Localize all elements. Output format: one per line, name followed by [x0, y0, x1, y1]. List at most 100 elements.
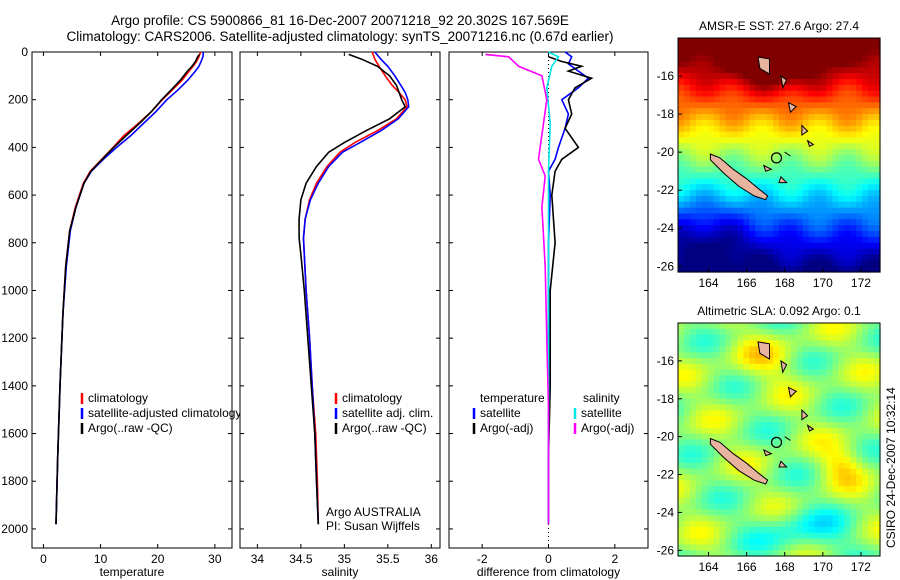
sst-field-cell [826, 160, 834, 168]
sst-field-cell [790, 160, 798, 168]
sst-field-cell [784, 155, 792, 162]
sst-field-cell [683, 78, 691, 86]
sst-field-cell [678, 119, 685, 127]
sla-field-cell [820, 352, 828, 359]
sla-field-cell [796, 509, 804, 516]
sla-field-cell [779, 445, 786, 452]
sla-field-cell [701, 503, 709, 510]
sla-field-cell [701, 375, 709, 382]
sla-field-cell [689, 422, 697, 429]
sst-field-cell [874, 143, 881, 150]
sst-field-cell [820, 90, 828, 98]
sst-field-cell [820, 102, 828, 109]
sst-field-cell [689, 131, 697, 139]
sla-field-cell [761, 410, 768, 417]
sla-field-cell [719, 515, 727, 522]
sla-field-cell [773, 381, 780, 388]
sla-field-cell [838, 410, 845, 417]
sla-field-cell [790, 375, 798, 382]
sst-field-cell [832, 236, 840, 244]
sst-field-cell [779, 108, 786, 115]
sst-field-cell [725, 143, 733, 150]
sla-field-cell [796, 375, 804, 382]
sst-field-cell [701, 61, 709, 68]
sla-field-cell [838, 340, 845, 347]
sla-field-cell [808, 363, 816, 371]
sla-field-cell [832, 433, 840, 441]
sla-field-cell [808, 445, 816, 452]
sst-field-cell [874, 73, 881, 80]
sst-field-cell [725, 248, 733, 256]
sst-field-cell [707, 201, 715, 209]
sst-field-cell [678, 190, 685, 197]
sst-field-cell [755, 102, 762, 109]
sla-field-cell [808, 404, 816, 411]
sst-field-cell [850, 96, 857, 103]
sla-field-cell [767, 340, 774, 347]
sst-field-cell [796, 172, 804, 179]
sla-field-cell [784, 486, 792, 493]
sst-field-cell [719, 78, 727, 86]
sst-field-cell [695, 213, 703, 220]
sla-field-cell [826, 427, 834, 435]
sst-field-cell [725, 254, 733, 261]
sst-field-cell [689, 155, 697, 162]
sst-field-cell [850, 248, 857, 256]
sla-field-cell [856, 439, 863, 446]
sst-map-ytick-label: -26 [657, 259, 675, 273]
sla-field-cell [689, 427, 697, 435]
sla-field-cell [838, 381, 845, 388]
sla-field-cell [737, 526, 744, 534]
sst-field-cell [862, 114, 869, 121]
sla-field-cell [713, 422, 721, 429]
sla-field-cell [826, 328, 834, 336]
sla-field-cell [814, 503, 822, 510]
sla-field-cell [725, 410, 733, 417]
sla-field-cell [802, 451, 810, 458]
sst-field-cell [749, 114, 756, 121]
sla-field-cell [767, 456, 774, 464]
sst-field-cell [725, 55, 733, 62]
sst-field-cell [820, 84, 828, 92]
sst-field-cell [725, 236, 733, 244]
sla-field-cell [802, 474, 810, 481]
sla-field-cell [820, 445, 828, 452]
sla-field-cell [808, 375, 816, 382]
sst-field-cell [850, 172, 857, 179]
sst-field-cell [719, 67, 727, 74]
sla-field-cell [678, 521, 685, 528]
sla-field-cell [695, 346, 703, 353]
sla-field-cell [725, 340, 733, 347]
sst-field-cell [856, 55, 863, 62]
sla-field-cell [678, 427, 685, 435]
sst-field-cell [678, 38, 685, 45]
sst-field-cell [755, 248, 762, 256]
sla-field-cell [773, 503, 780, 510]
sst-field-cell [755, 166, 762, 174]
sst-field-cell [779, 38, 786, 45]
sla-field-cell [695, 497, 703, 505]
sst-field-cell [761, 114, 768, 121]
sla-field-cell [707, 410, 715, 417]
sst-field-cell [826, 125, 834, 133]
sla-field-cell [689, 404, 697, 411]
sst-field-cell [773, 260, 780, 267]
sst-field-cell [844, 61, 851, 68]
sst-field-cell [850, 195, 857, 203]
sst-field-cell [826, 231, 834, 238]
sst-field-cell [832, 219, 840, 226]
sst-field-cell [719, 108, 727, 115]
sla-field-cell [701, 509, 709, 516]
sla-field-cell [814, 515, 822, 522]
sst-field-cell [767, 119, 774, 127]
sla-field-cell [844, 346, 851, 353]
sst-field-cell [779, 190, 786, 197]
sst-field-cell [725, 201, 733, 209]
sla-field-cell [731, 427, 739, 435]
sst-field-cell [826, 84, 834, 92]
sst-field-cell [731, 190, 739, 197]
sla-field-cell [820, 456, 828, 464]
sst-field-cell [784, 231, 792, 238]
sst-field-cell [773, 254, 780, 261]
sst-field-cell [802, 201, 810, 209]
